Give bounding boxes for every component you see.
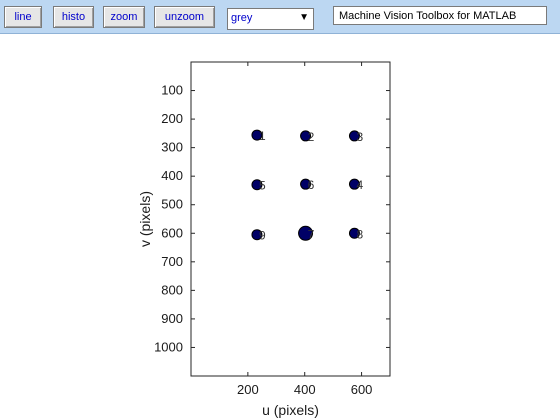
point-label-1: 1 <box>259 129 266 143</box>
y-tick-label-2: 300 <box>161 140 183 155</box>
toolbar: line histo zoom unzoom grey ▼ Machine Vi… <box>0 0 560 34</box>
point-marker-1 <box>251 129 263 141</box>
x-tick-label-1: 400 <box>294 382 316 397</box>
point-label-4: 4 <box>356 178 363 192</box>
point-marker-5 <box>251 179 263 191</box>
scatter-plot: 100 200 300 400 500 600 700 800 900 1000 200 400 60… <box>137 61 391 418</box>
x-tick-label-0: 200 <box>237 382 259 397</box>
point-marker-6 <box>300 178 312 190</box>
unzoom-button[interactable]: unzoom <box>154 6 215 28</box>
y-tick-label-6: 700 <box>161 254 183 269</box>
colormap-select-value: grey <box>231 12 253 24</box>
y-tick-label-7: 800 <box>161 282 183 297</box>
line-button[interactable]: line <box>4 6 42 28</box>
y-tick-label-9: 1000 <box>154 339 183 354</box>
y-tick-label-3: 400 <box>161 168 183 183</box>
point-label-6: 6 <box>308 178 315 192</box>
y-tick-label-1: 200 <box>161 111 183 126</box>
colormap-select[interactable]: grey ▼ <box>227 8 314 30</box>
x-tick-label-2: 600 <box>351 382 373 397</box>
point-label-2: 2 <box>308 130 315 144</box>
point-marker-4 <box>348 178 360 190</box>
point-marker-7 <box>298 225 314 241</box>
y-tick-label-0: 100 <box>161 83 183 98</box>
zoom-button[interactable]: zoom <box>103 6 145 28</box>
y-axis: 100 200 300 400 500 600 700 800 900 1000 <box>154 83 390 354</box>
y-axis-label: v (pixels) <box>137 191 153 247</box>
point-marker-2 <box>300 130 312 142</box>
x-axis-label: u (pixels) <box>262 402 319 418</box>
figure-area: 100 200 300 400 500 600 700 800 900 1000 200 400 60… <box>0 34 560 420</box>
x-axis: 200 400 600 <box>237 62 372 397</box>
title-field[interactable]: Machine Vision Toolbox for MATLAB <box>333 6 547 25</box>
point-label-3: 3 <box>356 130 363 144</box>
histo-button[interactable]: histo <box>53 6 94 28</box>
point-marker-3 <box>348 130 360 142</box>
point-label-5: 5 <box>259 179 266 193</box>
point-label-8: 8 <box>356 227 363 241</box>
point-label-9: 9 <box>259 229 266 243</box>
y-tick-label-8: 900 <box>161 311 183 326</box>
y-tick-label-4: 500 <box>161 197 183 212</box>
point-label-7: 7 <box>308 227 315 241</box>
chevron-down-icon: ▼ <box>299 12 309 23</box>
plot-area <box>190 61 391 377</box>
point-marker-8 <box>348 227 360 239</box>
y-tick-label-5: 600 <box>161 225 183 240</box>
data-points: 1 2 3 4 5 6 7 8 9 <box>251 129 363 243</box>
point-marker-9 <box>251 229 263 241</box>
